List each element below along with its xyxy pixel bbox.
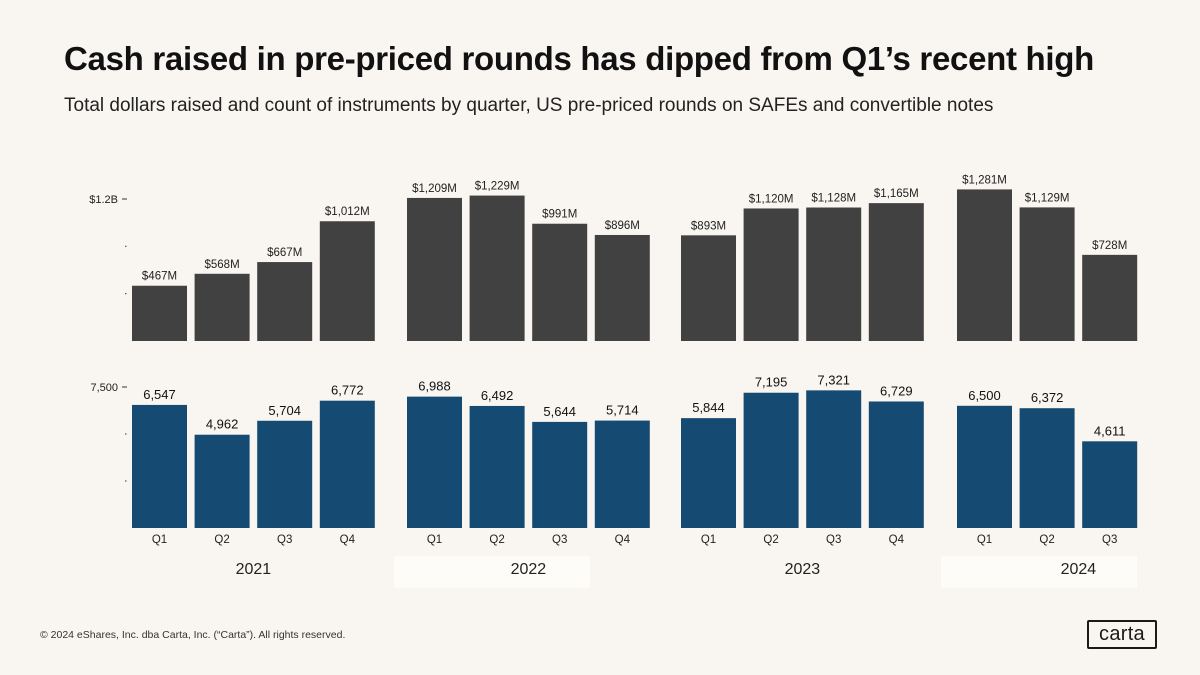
- dollars-data-label-2024-Q1: $1,281M: [962, 174, 1007, 186]
- dollars-data-label-2021-Q2: $568M: [205, 259, 240, 271]
- dollars-bar-2022-Q3: [532, 223, 588, 341]
- quarter-label-2023-Q4: Q4: [889, 534, 905, 546]
- chart-title: Cash raised in pre-priced rounds has dip…: [64, 40, 1094, 77]
- dollars-data-label-2023-Q1: $893M: [691, 220, 726, 232]
- dollars-bar-2023-Q1: [681, 235, 736, 341]
- year-band-2022: [394, 556, 590, 588]
- count-data-label-2024-Q3: 4,611: [1094, 423, 1126, 438]
- count-data-label-2022-Q3: 5,644: [543, 404, 576, 419]
- count-data-label-2021-Q4: 6,772: [331, 383, 364, 398]
- count-bar-2022-Q3: [532, 421, 588, 528]
- quarter-label-2021-Q2: Q2: [214, 534, 229, 546]
- quarter-label-2023-Q1: Q1: [701, 534, 716, 546]
- dollars-data-label-2022-Q4: $896M: [605, 220, 640, 232]
- dollars-bar-2023-Q3: [806, 207, 862, 341]
- quarter-label-2021-Q4: Q4: [340, 534, 356, 546]
- count-data-label-2023-Q3: 7,321: [817, 372, 850, 387]
- count-bar-2024-Q1: [957, 405, 1012, 528]
- count-bar-2021-Q4: [319, 400, 375, 528]
- count-data-label-2023-Q1: 5,844: [692, 400, 725, 415]
- count-bar-2022-Q4: [594, 420, 650, 528]
- dollars-bar-2022-Q4: [594, 234, 650, 341]
- quarter-label-2022-Q2: Q2: [489, 534, 504, 546]
- quarter-label-2023-Q2: Q2: [763, 534, 778, 546]
- count-bar-2023-Q2: [743, 392, 799, 528]
- dollars-bar-2024-Q3: [1082, 254, 1138, 341]
- quarter-label-2023-Q3: Q3: [826, 534, 841, 546]
- year-label-2021: 2021: [236, 561, 272, 578]
- dollars-bar-2024-Q1: [957, 189, 1012, 341]
- count-bar-2024-Q3: [1082, 441, 1138, 528]
- count-bar-2022-Q1: [407, 396, 462, 528]
- dollars-data-label-2021-Q1: $467M: [142, 271, 177, 283]
- carta-logo: carta: [1087, 620, 1157, 649]
- dollars-data-label-2021-Q3: $667M: [267, 247, 302, 259]
- dollars-data-label-2023-Q4: $1,165M: [874, 188, 919, 200]
- count-data-label-2023-Q4: 6,729: [880, 383, 913, 398]
- dollars-data-label-2024-Q3: $728M: [1092, 240, 1127, 252]
- count-axis-tick-label: 7,500: [90, 382, 118, 394]
- count-bar-2022-Q2: [469, 405, 525, 528]
- dollars-data-label-2023-Q2: $1,120M: [749, 193, 794, 205]
- dollars-data-label-2021-Q4: $1,012M: [325, 206, 370, 218]
- dollars-bar-2021-Q4: [319, 221, 375, 341]
- count-data-label-2021-Q2: 4,962: [206, 417, 239, 432]
- count-bar-2023-Q4: [868, 401, 924, 528]
- count-bar-2021-Q3: [257, 420, 313, 528]
- count-data-label-2022-Q4: 5,714: [606, 403, 639, 418]
- dollars-bar-2022-Q2: [469, 195, 525, 341]
- count-data-label-2022-Q2: 6,492: [481, 388, 514, 403]
- quarter-label-2022-Q4: Q4: [615, 534, 631, 546]
- count-data-label-2021-Q1: 6,547: [143, 387, 176, 402]
- dollars-bar-2021-Q1: [132, 285, 187, 341]
- dollars-data-label-2024-Q2: $1,129M: [1025, 192, 1070, 204]
- year-label-2024: 2024: [1061, 561, 1097, 578]
- quarter-label-2021-Q1: Q1: [152, 534, 167, 546]
- chart-area: $1.2B $467M $568M $667M $1,012M $1,209M $1,229…: [89, 174, 1138, 588]
- count-bar-2021-Q1: [132, 404, 187, 528]
- count-data-label-2024-Q1: 6,500: [968, 388, 1001, 403]
- dollars-data-label-2022-Q2: $1,229M: [475, 181, 520, 193]
- dollars-data-label-2022-Q1: $1,209M: [412, 183, 457, 195]
- count-bar-2023-Q3: [806, 390, 862, 528]
- dollars-bar-2021-Q2: [194, 273, 250, 341]
- dollars-bar-2023-Q4: [868, 203, 924, 341]
- dollars-bar-2022-Q1: [407, 197, 462, 341]
- chart-subtitle: Total dollars raised and count of instru…: [64, 95, 994, 116]
- quarter-label-2024-Q2: Q2: [1039, 534, 1054, 546]
- quarter-label-2021-Q3: Q3: [277, 534, 292, 546]
- quarter-label-2022-Q1: Q1: [427, 534, 442, 546]
- copyright-notice: © 2024 eShares, Inc. dba Carta, Inc. (“C…: [40, 629, 346, 641]
- dollars-bar-2024-Q2: [1019, 207, 1075, 341]
- count-bar-2021-Q2: [194, 434, 250, 528]
- count-data-label-2024-Q2: 6,372: [1031, 390, 1064, 405]
- count-data-label-2022-Q1: 6,988: [418, 379, 451, 394]
- count-bar-2024-Q2: [1019, 408, 1075, 528]
- dollars-data-label-2023-Q3: $1,128M: [811, 193, 856, 205]
- year-label-2022: 2022: [511, 561, 547, 578]
- count-data-label-2023-Q2: 7,195: [755, 375, 788, 390]
- quarter-label-2024-Q3: Q3: [1102, 534, 1117, 546]
- dollars-bar-2023-Q2: [743, 208, 799, 341]
- dollars-data-label-2022-Q3: $991M: [542, 209, 577, 221]
- dollars-axis-tick-label: $1.2B: [89, 194, 118, 206]
- quarter-label-2024-Q1: Q1: [977, 534, 992, 546]
- quarter-label-2022-Q3: Q3: [552, 534, 567, 546]
- year-label-2023: 2023: [785, 561, 821, 578]
- year-band-2024: [941, 556, 1137, 588]
- dollars-bar-2021-Q3: [257, 262, 313, 341]
- count-bar-2023-Q1: [681, 418, 736, 528]
- count-data-label-2021-Q3: 5,704: [268, 403, 301, 418]
